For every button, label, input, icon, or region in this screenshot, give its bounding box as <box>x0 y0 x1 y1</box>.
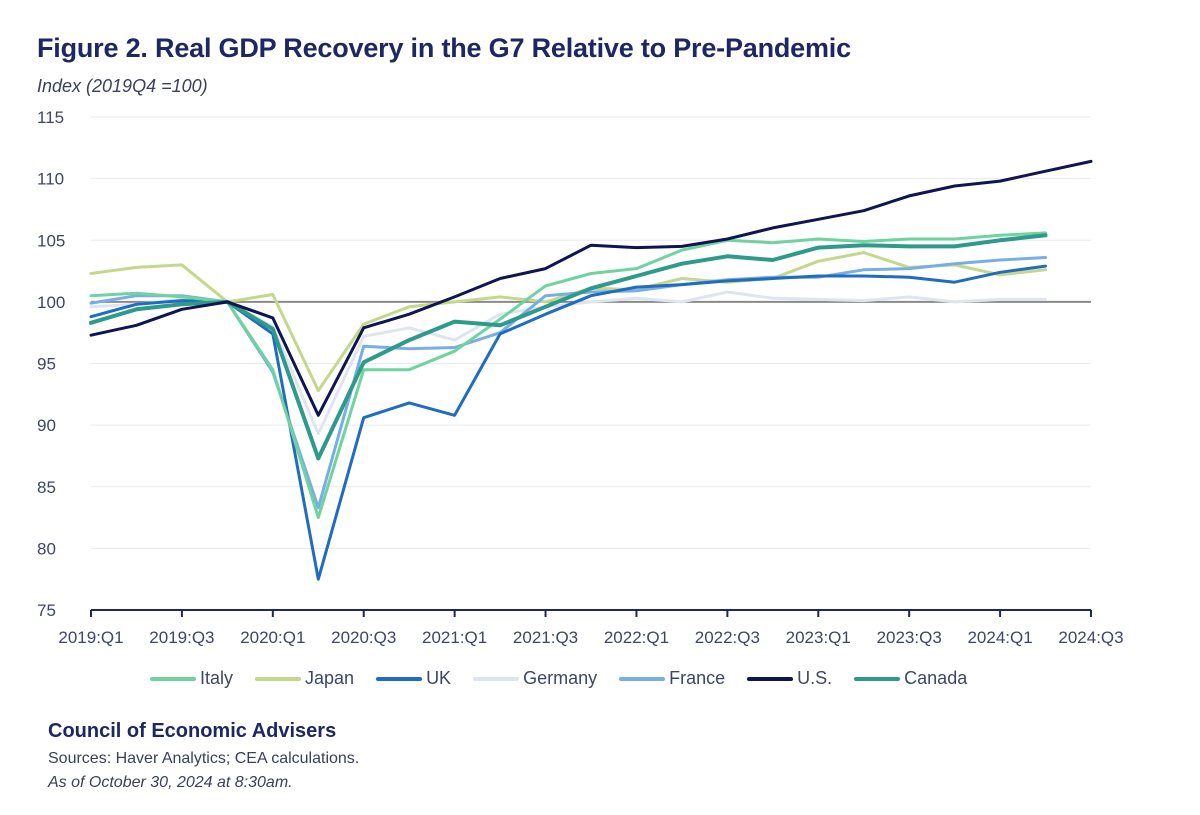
legend-swatch <box>255 676 302 681</box>
y-tick-label: 95 <box>37 355 56 374</box>
legend-label: U.S. <box>797 668 833 688</box>
series-line-france <box>89 256 1047 510</box>
y-tick-label: 100 <box>37 293 65 312</box>
y-tick-label: 75 <box>37 601 56 620</box>
legend-item-uk: UK <box>376 668 451 689</box>
y-tick-label: 80 <box>37 539 56 558</box>
legend-label: UK <box>426 668 452 688</box>
y-tick-label: 105 <box>37 231 65 250</box>
series-line-japan <box>89 251 1047 393</box>
y-tick-label: 90 <box>37 416 56 435</box>
legend-swatch <box>150 676 196 681</box>
x-tick-label: 2022:Q3 <box>695 628 760 647</box>
legend-item-japan: Japan <box>255 668 354 689</box>
x-axis: 2019:Q1 2019:Q3 2020:Q1 2020:Q3 2021:Q1 2021:… <box>58 609 1124 647</box>
x-tick-label: 2020:Q1 <box>240 628 305 647</box>
series-line-us <box>89 159 1093 417</box>
legend-label: Germany <box>523 668 598 688</box>
legend-label: Canada <box>904 668 968 688</box>
y-tick-label: 110 <box>37 170 64 189</box>
footer-as-of-date: As of October 30, 2024 at 8:30am. <box>48 774 293 791</box>
legend-swatch <box>473 676 520 681</box>
x-tick-label: 2024:Q1 <box>967 628 1032 647</box>
legend-item-us: U.S. <box>747 668 832 689</box>
x-tick-label: 2021:Q1 <box>422 628 487 647</box>
x-tick-label: 2023:Q1 <box>786 628 851 647</box>
legend-item-germany: Germany <box>473 668 597 689</box>
x-tick-label: 2019:Q1 <box>58 628 123 647</box>
x-tick-label: 2020:Q3 <box>331 628 396 647</box>
legend-label: Japan <box>305 668 355 688</box>
x-tick-label: 2024:Q3 <box>1058 628 1123 647</box>
gridlines <box>91 116 1091 549</box>
footer-organization: Council of Economic Advisers <box>48 720 337 742</box>
legend-swatch <box>854 676 901 681</box>
y-axis-ticks: 75 80 85 90 95 100 105 110 115 <box>37 108 65 620</box>
legend-item-france: France <box>619 668 725 689</box>
x-tick-label: 2019:Q3 <box>149 628 214 647</box>
legend-label: Italy <box>200 668 234 688</box>
legend-label: France <box>669 668 726 688</box>
legend-swatch <box>747 676 794 681</box>
chart-title: Figure 2. Real GDP Recovery in the G7 Re… <box>37 33 851 63</box>
legend-item-canada: Canada <box>854 668 967 689</box>
series-line-italy <box>89 231 1047 520</box>
legend-swatch <box>376 676 423 681</box>
legend-item-italy: Italy <box>150 668 233 689</box>
x-tick-label: 2022:Q1 <box>604 628 669 647</box>
legend: Italy Japan UK Germany France U.S. Canada <box>150 668 967 689</box>
x-tick-label: 2021:Q3 <box>513 628 578 647</box>
line-chart: 75 80 85 90 95 100 105 110 115 2019:Q1 2019:Q3 202… <box>37 108 1124 647</box>
x-tick-label: 2023:Q3 <box>877 628 942 647</box>
y-tick-label: 115 <box>37 108 64 127</box>
y-tick-label: 85 <box>37 478 56 497</box>
series-line-canada <box>89 233 1048 461</box>
chart-subtitle: Index (2019Q4 =100) <box>37 76 208 96</box>
legend-swatch <box>619 676 666 681</box>
series-lines <box>89 159 1093 581</box>
series-line-uk <box>89 264 1047 581</box>
footer-sources: Sources: Haver Analytics; CEA calculatio… <box>48 750 360 767</box>
